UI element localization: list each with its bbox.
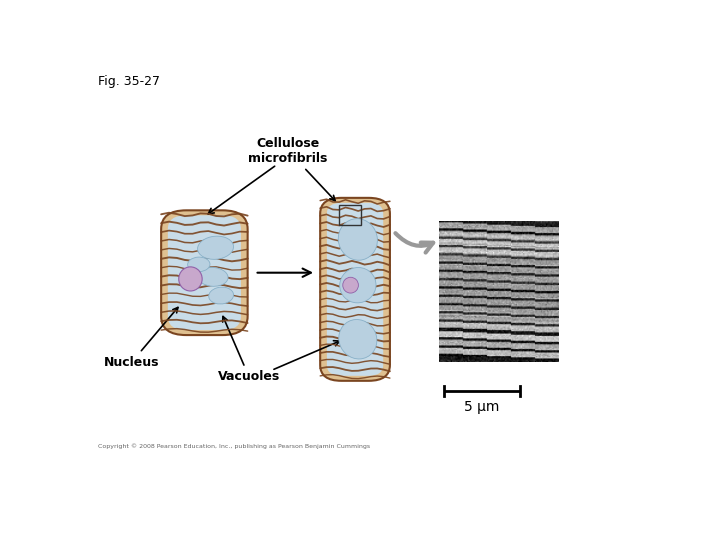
Ellipse shape [197,236,233,259]
Text: 5 µm: 5 µm [464,400,500,414]
Text: Copyright © 2008 Pearson Education, Inc., publishing as Pearson Benjamin Cumming: Copyright © 2008 Pearson Education, Inc.… [99,444,371,449]
FancyBboxPatch shape [168,215,241,330]
FancyBboxPatch shape [320,198,390,381]
Text: Fig. 35-27: Fig. 35-27 [99,75,161,88]
Ellipse shape [197,267,228,286]
Text: Vacuoles: Vacuoles [218,316,280,383]
FancyBboxPatch shape [327,203,383,376]
Ellipse shape [339,320,377,359]
Text: Nucleus: Nucleus [104,307,178,369]
Ellipse shape [343,277,359,293]
FancyBboxPatch shape [161,211,248,335]
Ellipse shape [209,287,233,304]
Ellipse shape [188,257,210,272]
Ellipse shape [338,219,377,260]
Bar [339,205,361,225]
Text: Cellulose
microfibrils: Cellulose microfibrils [248,137,335,201]
Ellipse shape [340,267,376,303]
Ellipse shape [179,267,202,291]
